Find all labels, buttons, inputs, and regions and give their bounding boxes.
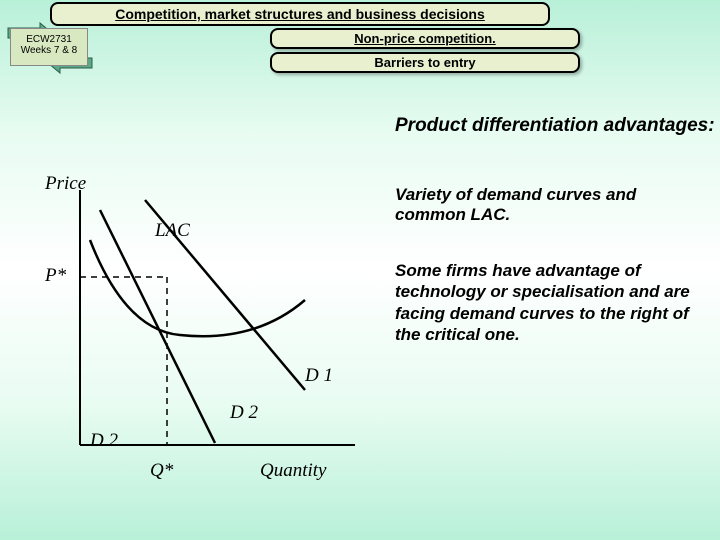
title-banner: Competition, market structures and busin… xyxy=(50,2,550,26)
lac-label: LAC xyxy=(155,220,190,242)
d1-label: D 1 xyxy=(305,365,333,387)
paragraph-1: Variety of demand curves and common LAC. xyxy=(395,185,695,225)
d2-label-right: D 2 xyxy=(230,402,258,424)
q-star-label: Q* xyxy=(150,460,173,482)
p-star-label: P* xyxy=(45,265,66,287)
course-code: ECW2731 xyxy=(11,34,87,45)
y-axis-label: Price xyxy=(45,173,86,195)
paragraph-2: Some firms have advantage of technology … xyxy=(395,260,705,345)
course-weeks: Weeks 7 & 8 xyxy=(11,45,87,56)
course-info-box: ECW2731 Weeks 7 & 8 xyxy=(10,28,88,66)
economics-chart: Price LAC P* D 1 D 2 D 2 Q* Quantity xyxy=(45,175,385,505)
d2-curve xyxy=(100,210,215,443)
subtitle-barriers: Barriers to entry xyxy=(270,52,580,73)
subtitle-nonprice: Non-price competition. xyxy=(270,28,580,49)
d2-label-left: D 2 xyxy=(90,430,118,452)
section-heading: Product differentiation advantages: xyxy=(395,115,715,137)
x-axis-label: Quantity xyxy=(260,460,327,482)
